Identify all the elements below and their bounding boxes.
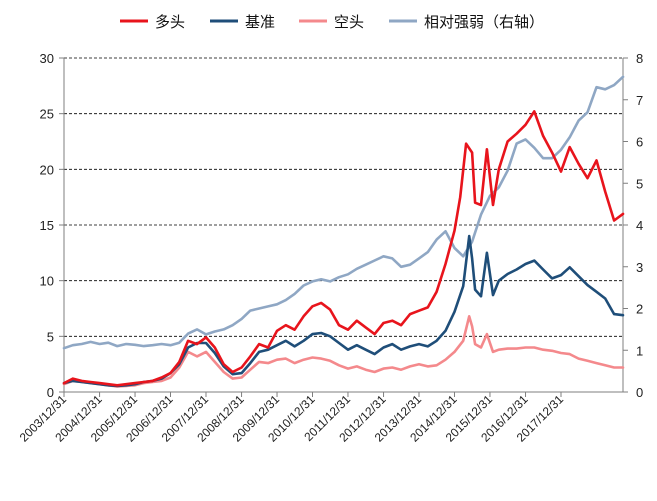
legend-label: 多头 [155,13,185,31]
right-tick-label: 6 [636,135,643,150]
left-tick-label: 5 [47,329,54,344]
right-axis-ticks: 0 1 2 3 4 5 6 7 8 [636,51,643,400]
right-tick-label: 1 [636,343,643,358]
legend-label: 空头 [334,13,364,31]
axes [59,57,628,397]
right-tick-label: 3 [636,260,643,275]
series-line-1 [62,110,625,387]
left-tick-label: 0 [47,385,54,400]
right-tick-label: 2 [636,302,643,317]
right-tick-label: 8 [636,51,643,66]
right-tick-label: 7 [636,93,643,108]
series-lines [62,75,625,388]
right-tick-label: 4 [636,218,643,233]
left-tick-label: 15 [40,218,54,233]
legend-label: 相对强弱（右轴） [424,13,544,31]
legend-item: 多头 [120,13,185,31]
left-axis-ticks: 0 5 10 15 20 25 30 [40,51,54,400]
series-line-3 [62,315,625,388]
grid [64,57,623,337]
x-axis-ticks: 2003/12/312004/12/312005/12/312006/12/31… [17,392,567,445]
legend: 多头 基准 空头 相对强弱（右轴） [120,13,544,31]
legend-label: 基准 [245,13,275,31]
series-line-4 [62,75,625,350]
left-tick-label: 10 [40,274,54,289]
left-tick-label: 20 [40,162,54,177]
series-line-2 [62,234,625,388]
legend-item: 空头 [299,13,364,31]
legend-item: 相对强弱（右轴） [389,13,544,31]
right-tick-label: 5 [636,176,643,191]
right-tick-label: 0 [636,385,643,400]
legend-item: 基准 [210,13,275,31]
left-tick-label: 30 [40,51,54,66]
left-tick-label: 25 [40,107,54,122]
